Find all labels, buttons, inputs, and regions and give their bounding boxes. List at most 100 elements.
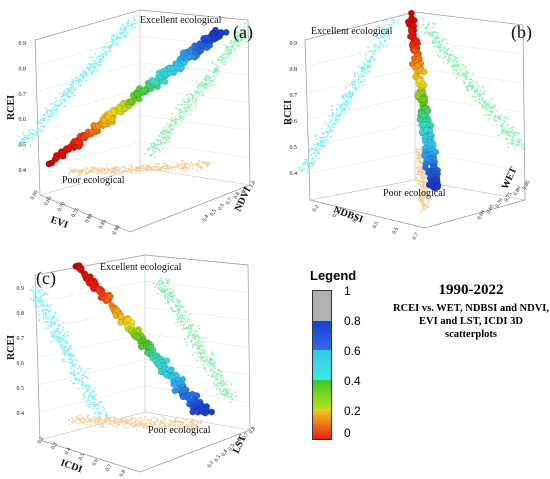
- projection-point: [70, 85, 73, 88]
- projection-point: [135, 172, 137, 174]
- spheres-a: [45, 26, 230, 168]
- projection-point: [334, 117, 337, 120]
- projection-point: [56, 330, 59, 333]
- projection-point: [506, 133, 509, 136]
- projection-point: [54, 311, 57, 314]
- projection-point: [366, 60, 369, 62]
- projection-point: [216, 377, 218, 380]
- data-sphere: [119, 100, 127, 107]
- projection-point: [74, 94, 76, 97]
- projection-point: [50, 333, 53, 336]
- projection-point: [508, 128, 511, 130]
- projection-point: [94, 169, 97, 172]
- projection-point: [222, 388, 225, 391]
- projection-point: [458, 71, 461, 73]
- projection-point: [192, 96, 195, 99]
- projection-point: [196, 426, 199, 429]
- projection-point: [167, 138, 170, 141]
- projection-point: [48, 305, 51, 308]
- z-axis-label-b: RCEI: [283, 100, 294, 125]
- projection-point: [98, 419, 101, 422]
- projection-point: [88, 388, 91, 391]
- projection-point: [82, 170, 84, 173]
- projection-point: [336, 103, 339, 106]
- projection-point: [164, 297, 167, 300]
- projection-point: [32, 293, 35, 296]
- projection-point: [512, 142, 514, 145]
- projection-point: [83, 422, 85, 425]
- projection-point: [16, 140, 19, 142]
- projection-point: [487, 106, 489, 109]
- projection-point: [127, 32, 130, 35]
- projection-point: [214, 63, 217, 65]
- projection-point: [189, 333, 192, 336]
- projection-point: [427, 206, 429, 209]
- projection-point: [139, 417, 142, 419]
- projection-point: [298, 167, 301, 169]
- projection-point: [199, 356, 201, 358]
- projection-point: [117, 44, 120, 47]
- projection-point: [419, 25, 421, 28]
- projection-point: [70, 83, 72, 86]
- projection-point: [199, 85, 202, 88]
- projection-point: [218, 373, 220, 375]
- projection-point: [95, 411, 97, 413]
- projection-point: [182, 426, 185, 429]
- projection-point: [484, 101, 487, 103]
- projection-point: [166, 139, 169, 142]
- projection-point: [60, 95, 63, 98]
- projection-point: [93, 387, 96, 389]
- scatter3d-c: (c) Excellent ecological Poor ecological…: [6, 254, 257, 478]
- projection-point: [148, 169, 150, 172]
- projection-point: [85, 383, 88, 386]
- projection-point: [216, 375, 219, 378]
- projection-point: [177, 103, 180, 106]
- projection-point: [157, 286, 160, 288]
- projection-point: [458, 74, 461, 76]
- projection-point: [63, 341, 65, 344]
- projection-point: [69, 167, 72, 169]
- projection-point: [347, 107, 350, 110]
- projection-point: [171, 301, 174, 304]
- projection-point: [43, 121, 45, 123]
- projection-point: [117, 36, 120, 39]
- projection-point: [23, 141, 26, 144]
- projection-point: [468, 84, 470, 86]
- projection-point: [423, 187, 425, 189]
- projection-point: [240, 28, 243, 31]
- projection-point: [78, 80, 81, 83]
- projection-point: [106, 426, 108, 429]
- projection-point: [162, 128, 165, 130]
- projection-point: [122, 32, 125, 35]
- projection-point: [500, 113, 503, 116]
- projection-point: [151, 168, 153, 171]
- projection-point: [522, 148, 525, 151]
- projection-point: [164, 165, 167, 168]
- data-sphere: [420, 95, 427, 103]
- legend-swatch: [313, 409, 331, 439]
- projection-point: [190, 424, 193, 427]
- projection-point: [89, 387, 92, 389]
- projection-point: [130, 167, 133, 170]
- projection-point: [191, 353, 194, 356]
- projection-point: [103, 419, 106, 422]
- projection-point: [347, 92, 350, 95]
- projection-point: [415, 160, 418, 162]
- projection-point: [187, 331, 190, 334]
- x-tick-label: 0.4: [352, 215, 361, 224]
- projection-point: [128, 168, 131, 171]
- projection-point: [52, 340, 55, 343]
- projection-point: [455, 57, 457, 60]
- data-sphere: [141, 86, 148, 94]
- projection-point: [180, 159, 183, 162]
- projection-point: [475, 82, 477, 84]
- projection-point: [93, 421, 96, 424]
- projection-point: [226, 49, 228, 52]
- projection-point: [77, 81, 79, 84]
- projection-point: [196, 347, 199, 350]
- projection-point: [80, 80, 83, 83]
- projection-point: [34, 299, 36, 302]
- projection-point: [31, 132, 34, 135]
- y-tick-label: 0.2: [207, 460, 216, 469]
- projection-point: [499, 124, 502, 127]
